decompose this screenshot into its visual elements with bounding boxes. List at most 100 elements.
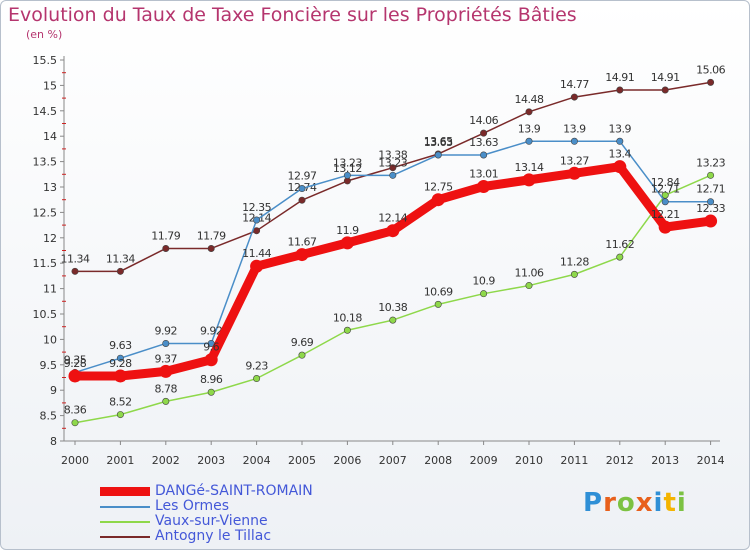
data-point <box>162 397 170 405</box>
y-tick-label: 13 <box>43 181 57 194</box>
data-point <box>253 216 261 224</box>
data-label: 13.23 <box>378 156 407 169</box>
data-point <box>386 224 400 238</box>
x-tick-label: 2011 <box>560 454 588 467</box>
legend-label: Antogny le Tillac <box>155 528 272 544</box>
data-point <box>298 196 306 204</box>
data-point <box>71 419 79 427</box>
data-label: 12.84 <box>651 176 680 189</box>
data-label: 9.28 <box>109 357 132 370</box>
data-label: 9.28 <box>64 357 87 370</box>
data-label: 9.35 <box>64 353 87 366</box>
y-tick-label: 14.5 <box>33 105 58 118</box>
legend-swatch <box>100 536 150 538</box>
data-point <box>204 353 218 367</box>
data-label: 9.6 <box>203 341 219 354</box>
data-label: 11.34 <box>61 252 90 265</box>
chart-title: Evolution du Taux de Taxe Foncière sur l… <box>8 4 577 26</box>
y-tick-label: 13.5 <box>33 156 58 169</box>
data-label: 11.79 <box>151 229 180 242</box>
data-label: 13.27 <box>560 154 589 167</box>
y-tick-label: 10 <box>43 333 57 346</box>
data-label: 14.77 <box>560 78 589 91</box>
data-point <box>477 179 491 193</box>
data-label: 9.23 <box>245 360 268 373</box>
x-tick-label: 2014 <box>697 454 725 467</box>
data-point <box>616 86 624 94</box>
x-tick-label: 2005 <box>288 454 316 467</box>
data-label: 13.12 <box>333 162 362 175</box>
data-label: 14.91 <box>605 71 634 84</box>
data-label: 8.78 <box>155 382 178 395</box>
data-label: 10.9 <box>472 275 495 288</box>
x-tick-label: 2006 <box>333 454 361 467</box>
data-label: 12.71 <box>651 183 680 196</box>
data-point <box>613 160 627 174</box>
data-label: 13.23 <box>696 156 725 169</box>
data-label: 13.01 <box>469 167 498 180</box>
data-label: 15.06 <box>696 63 725 76</box>
data-label: 13.63 <box>424 136 453 149</box>
data-label: 9.92 <box>200 324 223 337</box>
legend-label: DANGé-SAINT-ROMAIN <box>155 483 313 499</box>
data-label: 13.65 <box>424 135 453 148</box>
data-point <box>250 259 264 273</box>
data-label: 11.67 <box>288 236 317 249</box>
data-label: 9.69 <box>291 336 314 349</box>
y-tick-label: 14 <box>43 130 57 143</box>
data-point <box>707 171 715 179</box>
data-label: 8.96 <box>200 373 223 386</box>
data-point <box>207 244 215 252</box>
data-point <box>298 351 306 359</box>
data-label: 11.28 <box>560 255 589 268</box>
legend-swatch <box>100 506 150 508</box>
data-label: 9.92 <box>155 324 178 337</box>
data-label: 13.38 <box>378 149 407 162</box>
data-label: 13.4 <box>609 148 632 161</box>
data-point <box>71 267 79 275</box>
data-point <box>298 185 306 193</box>
data-point <box>343 326 351 334</box>
data-point <box>68 369 82 383</box>
data-label: 8.36 <box>64 404 87 417</box>
data-label: 11.44 <box>242 247 271 260</box>
data-label: 10.69 <box>424 285 453 298</box>
data-label: 12.33 <box>696 202 725 215</box>
x-tick-label: 2004 <box>243 454 271 467</box>
data-point <box>434 151 442 159</box>
y-tick-label: 15.5 <box>33 54 58 67</box>
x-tick-label: 2013 <box>651 454 679 467</box>
data-point <box>116 354 124 362</box>
data-point <box>116 411 124 419</box>
data-label: 13.63 <box>469 136 498 149</box>
unit-label: (en %) <box>26 28 63 41</box>
data-point <box>389 164 397 172</box>
data-point <box>431 193 445 207</box>
y-tick-label: 9 <box>50 384 57 397</box>
x-tick-label: 2003 <box>197 454 225 467</box>
data-point <box>159 364 173 378</box>
x-tick-label: 2002 <box>152 454 180 467</box>
data-point <box>570 93 578 101</box>
data-point <box>253 227 261 235</box>
data-label: 11.62 <box>605 238 634 251</box>
data-point <box>434 300 442 308</box>
data-label: 8.52 <box>109 396 132 409</box>
y-tick-label: 8.5 <box>40 410 58 423</box>
data-point <box>116 267 124 275</box>
data-label: 11.9 <box>336 224 359 237</box>
data-label: 11.79 <box>197 229 226 242</box>
data-point <box>162 244 170 252</box>
data-point <box>480 151 488 159</box>
data-point <box>343 171 351 179</box>
y-tick-label: 15 <box>43 79 57 92</box>
legend-swatch <box>100 521 150 523</box>
x-tick-label: 2010 <box>515 454 543 467</box>
data-label: 11.06 <box>515 267 544 280</box>
x-tick-label: 2007 <box>379 454 407 467</box>
data-label: 13.9 <box>609 122 632 135</box>
data-point <box>567 166 581 180</box>
data-label: 13.9 <box>563 122 586 135</box>
